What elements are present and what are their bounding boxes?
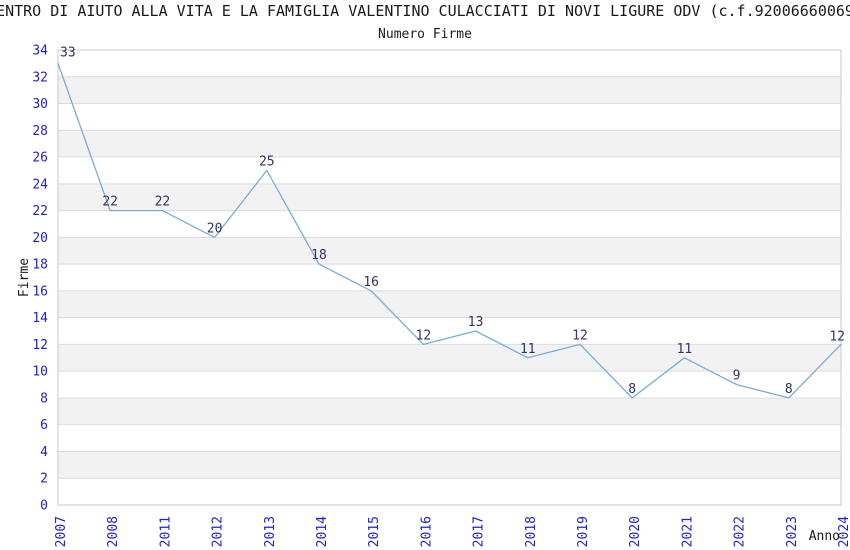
data-point-label: 22 — [102, 195, 118, 210]
y-tick-label: 24 — [32, 177, 48, 192]
data-point-label: 13 — [468, 315, 484, 330]
x-tick-label: 2017 — [472, 516, 487, 547]
x-tick-label: 2023 — [785, 516, 800, 547]
x-tick-label: 2019 — [576, 516, 591, 547]
data-point-label: 11 — [520, 342, 536, 357]
grid-band — [58, 183, 841, 211]
y-tick-label: 16 — [32, 284, 48, 299]
x-tick-label: 2007 — [54, 516, 69, 547]
y-tick-label: 6 — [40, 418, 48, 433]
grid-band — [58, 397, 841, 425]
x-axis-title: Anno — [809, 529, 840, 544]
y-tick-label: 30 — [32, 97, 48, 112]
x-tick-label: 2015 — [367, 516, 382, 547]
y-tick-label: 8 — [40, 391, 48, 406]
data-point-label: 33 — [60, 45, 76, 60]
data-point-label: 16 — [363, 275, 379, 290]
y-tick-label: 2 — [40, 472, 48, 487]
data-point-label: 20 — [207, 221, 223, 236]
data-point-label: 12 — [572, 328, 588, 343]
data-point-label: 18 — [311, 248, 327, 263]
chart-subtitle: Numero Firme — [378, 27, 472, 42]
x-tick-label: 2020 — [628, 516, 643, 547]
y-tick-label: 22 — [32, 204, 48, 219]
data-point-label: 25 — [259, 154, 275, 169]
data-point-label: 12 — [829, 329, 845, 344]
grid-band — [58, 290, 841, 318]
y-tick-label: 32 — [32, 70, 48, 85]
grid-band — [58, 76, 841, 104]
x-tick-label: 2013 — [263, 516, 278, 547]
data-point-label: 12 — [416, 328, 432, 343]
data-point-label: 11 — [677, 342, 693, 357]
x-tick-label: 2008 — [106, 516, 121, 547]
grid-band — [58, 451, 841, 479]
y-tick-label: 20 — [32, 231, 48, 246]
x-tick-label: 2024 — [837, 516, 850, 547]
data-point-label: 8 — [628, 382, 636, 397]
x-tick-label: 2011 — [158, 516, 173, 547]
plot-border — [57, 49, 842, 506]
y-tick-label: 0 — [40, 499, 48, 514]
y-tick-label: 12 — [32, 338, 48, 353]
grid-band — [58, 344, 841, 372]
data-point-label: 8 — [785, 382, 793, 397]
x-tick-label: 2021 — [680, 516, 695, 547]
y-tick-label: 26 — [32, 151, 48, 166]
y-axis-title: Firme — [17, 258, 32, 297]
data-point-label: 22 — [155, 195, 171, 210]
y-tick-label: 28 — [32, 124, 48, 139]
y-tick-label: 34 — [32, 44, 48, 59]
y-tick-label: 4 — [40, 445, 48, 460]
x-tick-label: 2014 — [315, 516, 330, 547]
x-tick-label: 2022 — [733, 516, 748, 547]
series-line — [57, 62, 842, 399]
grid-band — [58, 130, 841, 158]
chart-title: CENTRO DI AIUTO ALLA VITA E LA FAMIGLIA … — [0, 2, 850, 20]
y-tick-label: 10 — [32, 365, 48, 380]
y-tick-label: 14 — [32, 311, 48, 326]
y-tick-label: 18 — [32, 258, 48, 273]
x-tick-label: 2012 — [211, 516, 226, 547]
x-tick-label: 2018 — [524, 516, 539, 547]
data-point-label: 9 — [733, 369, 741, 384]
x-tick-label: 2016 — [419, 516, 434, 547]
grid-band — [58, 237, 841, 265]
